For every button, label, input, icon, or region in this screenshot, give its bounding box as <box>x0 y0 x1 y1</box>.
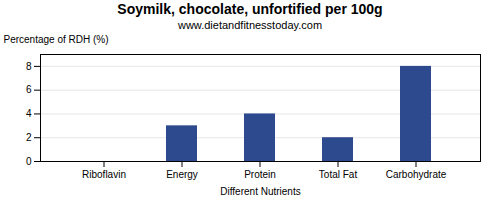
svg-text:Different Nutrients: Different Nutrients <box>220 186 300 197</box>
svg-text:0: 0 <box>26 156 32 167</box>
svg-text:Protein: Protein <box>244 169 276 180</box>
html-text:www.dietandfitnesstoday.com: www.dietandfitnesstoday.com <box>178 19 322 31</box>
svg-text:2: 2 <box>26 132 32 143</box>
svg-text:Total Fat: Total Fat <box>319 169 358 180</box>
svg-text:Percentage of RDH (%): Percentage of RDH (%) <box>4 34 109 45</box>
svg-text:6: 6 <box>26 84 32 95</box>
svg-text:4: 4 <box>26 108 32 119</box>
svg-text:Riboflavin: Riboflavin <box>82 169 126 180</box>
html-text:Soymilk, chocolate, unfortifie: Soymilk, chocolate, unfortified per 100g <box>117 1 383 17</box>
svg-text:Energy: Energy <box>166 169 198 180</box>
svg-text:8: 8 <box>26 61 32 72</box>
svg-text:Carbohydrate: Carbohydrate <box>386 169 447 180</box>
